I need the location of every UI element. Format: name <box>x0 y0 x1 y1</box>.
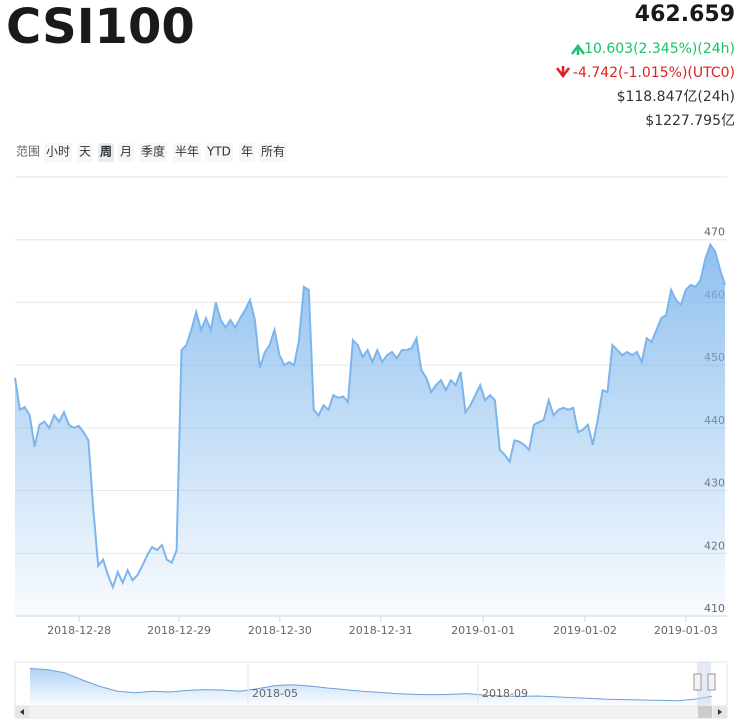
down-arrow <box>556 66 570 79</box>
scroll-left-arrow <box>20 709 24 715</box>
navigator-label: 2018-09 <box>482 687 528 700</box>
price: 462.659 <box>635 2 735 27</box>
x-tick-label: 2019-01-02 <box>553 624 617 637</box>
range-button-label[interactable]: 季度 <box>141 144 165 159</box>
range-buttons: 小时天周月季度 半年 YTD 年所有 <box>44 143 288 162</box>
navigator-label: 2018-05 <box>252 687 298 700</box>
x-tick-label: 2019-01-01 <box>451 624 515 637</box>
market-cap: $1227.795亿 <box>645 113 735 129</box>
range-button-label[interactable]: YTD <box>206 145 231 159</box>
x-tick-label: 2018-12-30 <box>248 624 312 637</box>
line <box>14 242 726 591</box>
range-label: 范围 <box>16 145 40 159</box>
x-tick-label: 2018-12-31 <box>349 624 413 637</box>
range-button-label[interactable]: 月 <box>120 145 132 159</box>
scrollbar-track <box>14 705 728 719</box>
chart-title: CSI100 <box>6 0 195 55</box>
up-arrow <box>571 43 585 55</box>
range-button[interactable] <box>259 143 288 162</box>
range-button-label[interactable]: 天 <box>79 145 91 159</box>
navigator-line <box>29 668 713 702</box>
volume: $118.847亿(24h) <box>617 89 735 105</box>
range-button-label[interactable]: 半年 <box>175 145 199 159</box>
navigator-area <box>30 668 712 704</box>
x-tick-label: 2018-12-28 <box>47 624 111 637</box>
x-tick-label: 2018-12-29 <box>147 624 211 637</box>
scroll-right-arrow <box>718 709 722 715</box>
range-button-label[interactable]: 所有 <box>261 145 285 159</box>
range-button[interactable] <box>205 143 233 162</box>
range-button[interactable] <box>44 143 73 162</box>
range-button[interactable] <box>98 143 115 162</box>
range-button[interactable] <box>139 143 168 162</box>
scroll-thumb[interactable] <box>698 706 712 718</box>
y-tick-label: 470 <box>704 226 725 239</box>
navigator-window <box>697 662 711 706</box>
range-button-label[interactable]: 周 <box>100 145 112 159</box>
navigator: 2018-05 2018-09 <box>29 662 713 706</box>
change-24h: 10.603(2.345%)(24h) <box>584 41 735 57</box>
navigator-handle-left[interactable] <box>693 673 702 691</box>
range-button[interactable] <box>77 143 94 162</box>
change-utc0: -4.742(-1.015%)(UTC0) <box>573 65 735 81</box>
navigator-handle-right[interactable] <box>707 673 716 691</box>
plot: 4104204304404504604702018-12-282018-12-2… <box>14 226 727 637</box>
area <box>15 244 725 616</box>
range-button <box>239 143 256 162</box>
x-tick-label: 2019-01-03 <box>654 624 718 637</box>
range-button-label[interactable]: 小时 <box>46 145 70 159</box>
range-button-label: 年 <box>241 145 253 159</box>
range-button[interactable] <box>118 143 135 162</box>
range-button[interactable] <box>173 143 202 162</box>
